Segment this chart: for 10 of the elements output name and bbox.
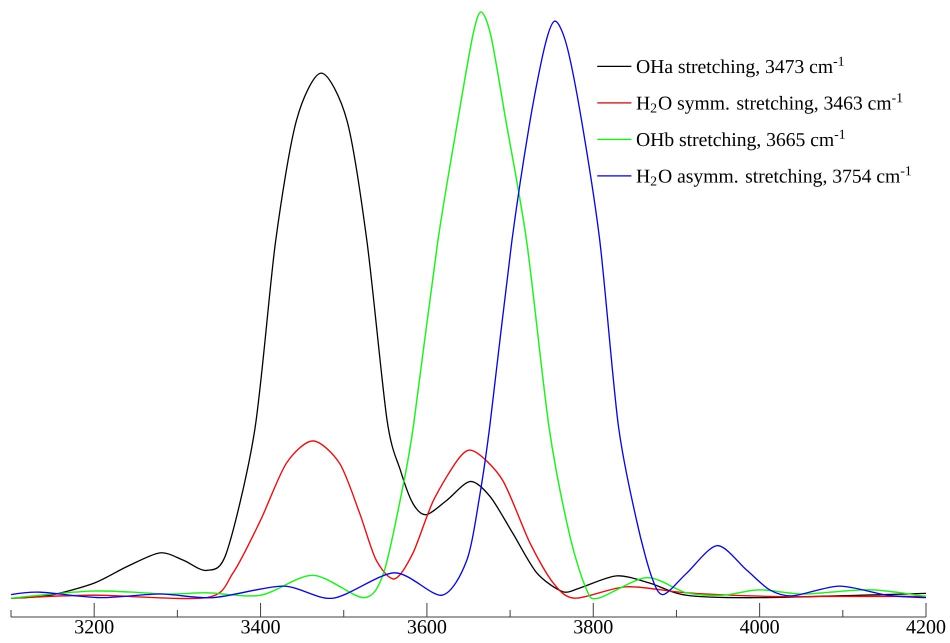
x-tick-label: 3600	[408, 620, 446, 634]
legend-label: H$_{2}$O symm. stretching, 3463 cm$^{-1}$	[636, 93, 902, 114]
x-tick-label: 3200	[75, 620, 114, 634]
x-tick-label: 3800	[574, 620, 613, 634]
legend-label: H$_{2}$O asymm. stretching, 3754 cm$^{-1}$	[636, 166, 911, 187]
x-tick-label: 3400	[242, 620, 280, 634]
legend-label: OHb stretching, 3665 cm$^{-1}$	[636, 130, 845, 150]
legend-label: OHa stretching, 3473 cm$^{-1}$	[636, 56, 844, 78]
x-tick-label: 4000	[740, 620, 779, 634]
x-tick-label: 4200	[906, 620, 946, 634]
